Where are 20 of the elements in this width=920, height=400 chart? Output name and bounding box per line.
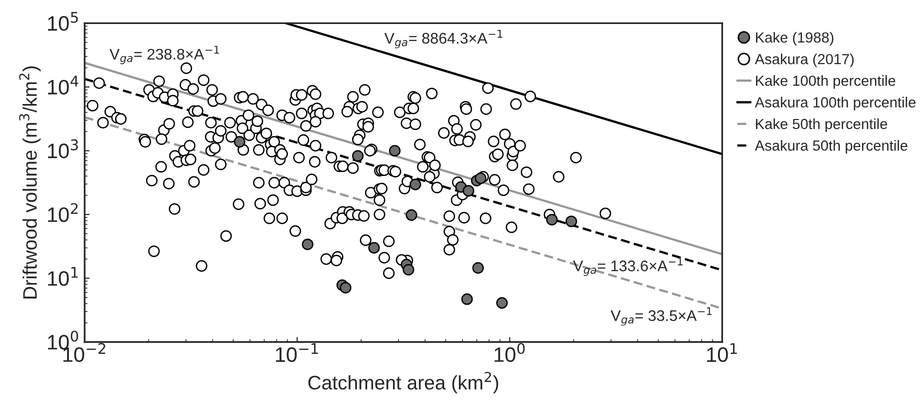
legend-label: Kake (1988) xyxy=(756,32,834,46)
legend-label: Kake 50th percentile xyxy=(756,118,888,132)
legend-label: Kake 100th percentile xyxy=(756,75,896,89)
y-tick-label: 10$^{4}$ xyxy=(48,76,78,95)
y-tick-label: 10$^{5}$ xyxy=(48,12,78,31)
annotation: V$_{ga}$= 8864.3×A$^{−1}$ xyxy=(384,30,502,48)
x-tick-label: 10$^{0}$ xyxy=(494,343,525,362)
y-tick-label: 10$^{3}$ xyxy=(48,139,78,158)
x-axis-title: Catchment area (km$^{2}$) xyxy=(308,372,498,394)
y-tick-label: 10$^{2}$ xyxy=(48,203,78,222)
annotation: V$_{ga}$= 133.6×A$^{−1}$ xyxy=(573,258,683,276)
y-tick-label: 10$^{1}$ xyxy=(48,267,78,286)
annotation: V$_{ga}$= 33.5×A$^{−1}$ xyxy=(610,307,712,326)
legend-label: Asakura 50th percentile xyxy=(754,140,908,154)
annotation: V$_{ga}$= 238.8×A$^{−1}$ xyxy=(110,46,220,64)
x-tick-label: 10$^{1}$ xyxy=(707,343,737,362)
legend-label: Asakura (2017) xyxy=(754,54,854,68)
y-axis-title: Driftwood volume (m$^{3}$/km$^{2}$) xyxy=(19,66,41,298)
x-tick-label: 10$^{−1}$ xyxy=(276,343,318,362)
legend-label: Asakura 100th percentile xyxy=(754,96,916,110)
